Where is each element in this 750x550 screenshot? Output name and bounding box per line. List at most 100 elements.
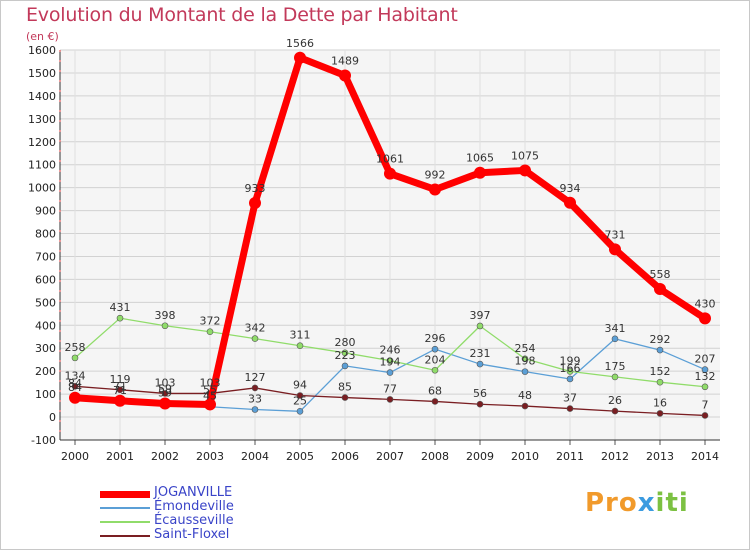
data-label-3: 119: [110, 373, 131, 386]
series-point-2: [386, 357, 394, 364]
series-point-3: [386, 396, 394, 403]
x-tick-label: 2009: [466, 450, 494, 463]
series-point-1: [611, 335, 619, 343]
series-point-3: [656, 410, 664, 417]
data-label-2: 175: [605, 360, 626, 373]
series-point-2: [656, 378, 664, 386]
series-point-3: [521, 402, 529, 410]
legend-item: JOGANVILLE: [100, 485, 360, 500]
data-label-1: 223: [335, 349, 356, 362]
data-label-0: 84: [68, 377, 82, 390]
data-label-0: 1489: [331, 54, 359, 67]
series-point-2: [431, 366, 439, 374]
data-label-2: 258: [65, 341, 86, 354]
series-point-0: [429, 183, 441, 196]
y-tick-label: 100: [35, 388, 56, 401]
data-label-1: 207: [695, 353, 716, 366]
line-chart: -100 0 100 200 300 400 500 600 700 800 900 1000 1100…: [28, 37, 720, 463]
y-tick-label: 1200: [28, 136, 56, 149]
data-label-2: 372: [200, 315, 221, 328]
y-tick-label: -100: [31, 434, 56, 447]
series-point-3: [296, 392, 304, 399]
legend-label: Saint-Floxel: [154, 527, 230, 542]
series-point-1: [701, 366, 709, 373]
logo-part-3: iti: [655, 488, 689, 518]
series-point-3: [116, 386, 124, 394]
data-label-0: 558: [650, 268, 671, 281]
series-point-3: [476, 400, 484, 408]
series-point-0: [204, 398, 216, 411]
data-label-0: 1065: [466, 152, 494, 165]
x-tick-label: 2005: [286, 450, 314, 463]
y-tick-label: 1100: [28, 159, 56, 172]
data-label-1: 231: [470, 347, 491, 360]
data-label-3: 26: [608, 394, 622, 407]
data-label-0: 55: [203, 383, 217, 396]
data-label-1: 59: [158, 387, 172, 400]
y-tick-label: 1000: [28, 182, 56, 195]
x-tick-label: 2013: [646, 450, 674, 463]
series-point-2: [251, 335, 259, 342]
series-point-2: [161, 322, 169, 330]
series-point-0: [654, 283, 666, 296]
series-point-2: [206, 328, 214, 336]
series-point-0: [114, 394, 126, 407]
series-point-0: [564, 196, 576, 209]
x-tick-label: 2003: [196, 450, 224, 463]
data-label-0: 933: [245, 182, 266, 195]
x-tick-label: 2008: [421, 450, 449, 463]
series-point-0: [384, 167, 396, 180]
data-label-2: 199: [560, 354, 581, 367]
data-label-2: 397: [470, 309, 491, 322]
data-label-1: 292: [650, 333, 671, 346]
data-label-3: 94: [293, 378, 307, 391]
logo-part-1: Pro: [585, 488, 638, 518]
legend-item: Saint-Floxel: [100, 527, 360, 542]
series-point-2: [341, 349, 349, 357]
proxiti-logo: Proxiti: [585, 488, 689, 518]
series-point-3: [341, 394, 349, 401]
data-label-1: 198: [515, 355, 536, 368]
series-point-2: [611, 373, 619, 381]
data-label-1: 296: [425, 332, 446, 345]
data-label-1: 166: [560, 362, 581, 375]
legend-label: Émondeville: [154, 499, 234, 514]
data-label-2: 311: [290, 329, 311, 342]
series-point-0: [519, 164, 531, 177]
data-label-1: 194: [380, 356, 401, 369]
series-point-1: [251, 406, 259, 413]
series-point-2: [476, 322, 484, 330]
data-label-1: 45: [203, 390, 217, 403]
unit-label: (en €): [26, 30, 59, 43]
series-point-0: [249, 197, 261, 210]
series-point-2: [701, 383, 709, 391]
series-point-2: [116, 314, 124, 322]
series-point-0: [609, 243, 621, 256]
data-label-3: 103: [155, 376, 176, 389]
data-label-0: 71: [113, 380, 127, 393]
legend-swatch: [100, 507, 150, 509]
data-label-1: 341: [605, 322, 626, 335]
series-point-0: [159, 397, 171, 410]
legend-item: Écausseville: [100, 513, 360, 528]
data-label-0: 1075: [511, 149, 539, 162]
data-label-0: 992: [425, 168, 446, 181]
y-tick-label: 500: [35, 296, 56, 309]
x-tick-label: 2000: [61, 450, 89, 463]
data-label-0: 731: [605, 228, 626, 241]
x-tick-label: 2006: [331, 450, 359, 463]
data-label-0: 430: [695, 297, 716, 310]
chart-title: Evolution du Montant de la Dette par Hab…: [26, 4, 458, 26]
y-tick-label: 1400: [28, 90, 56, 103]
y-tick-label: 1300: [28, 113, 56, 126]
x-tick-label: 2014: [691, 450, 719, 463]
series-point-0: [699, 312, 711, 325]
x-tick-label: 2004: [241, 450, 269, 463]
data-label-2: 342: [245, 322, 266, 335]
y-tick-label: 400: [35, 319, 56, 332]
data-label-3: 127: [245, 371, 266, 384]
series-point-2: [71, 354, 79, 362]
series-point-0: [339, 69, 351, 82]
data-label-2: 132: [695, 370, 716, 383]
y-tick-label: 1500: [28, 67, 56, 80]
